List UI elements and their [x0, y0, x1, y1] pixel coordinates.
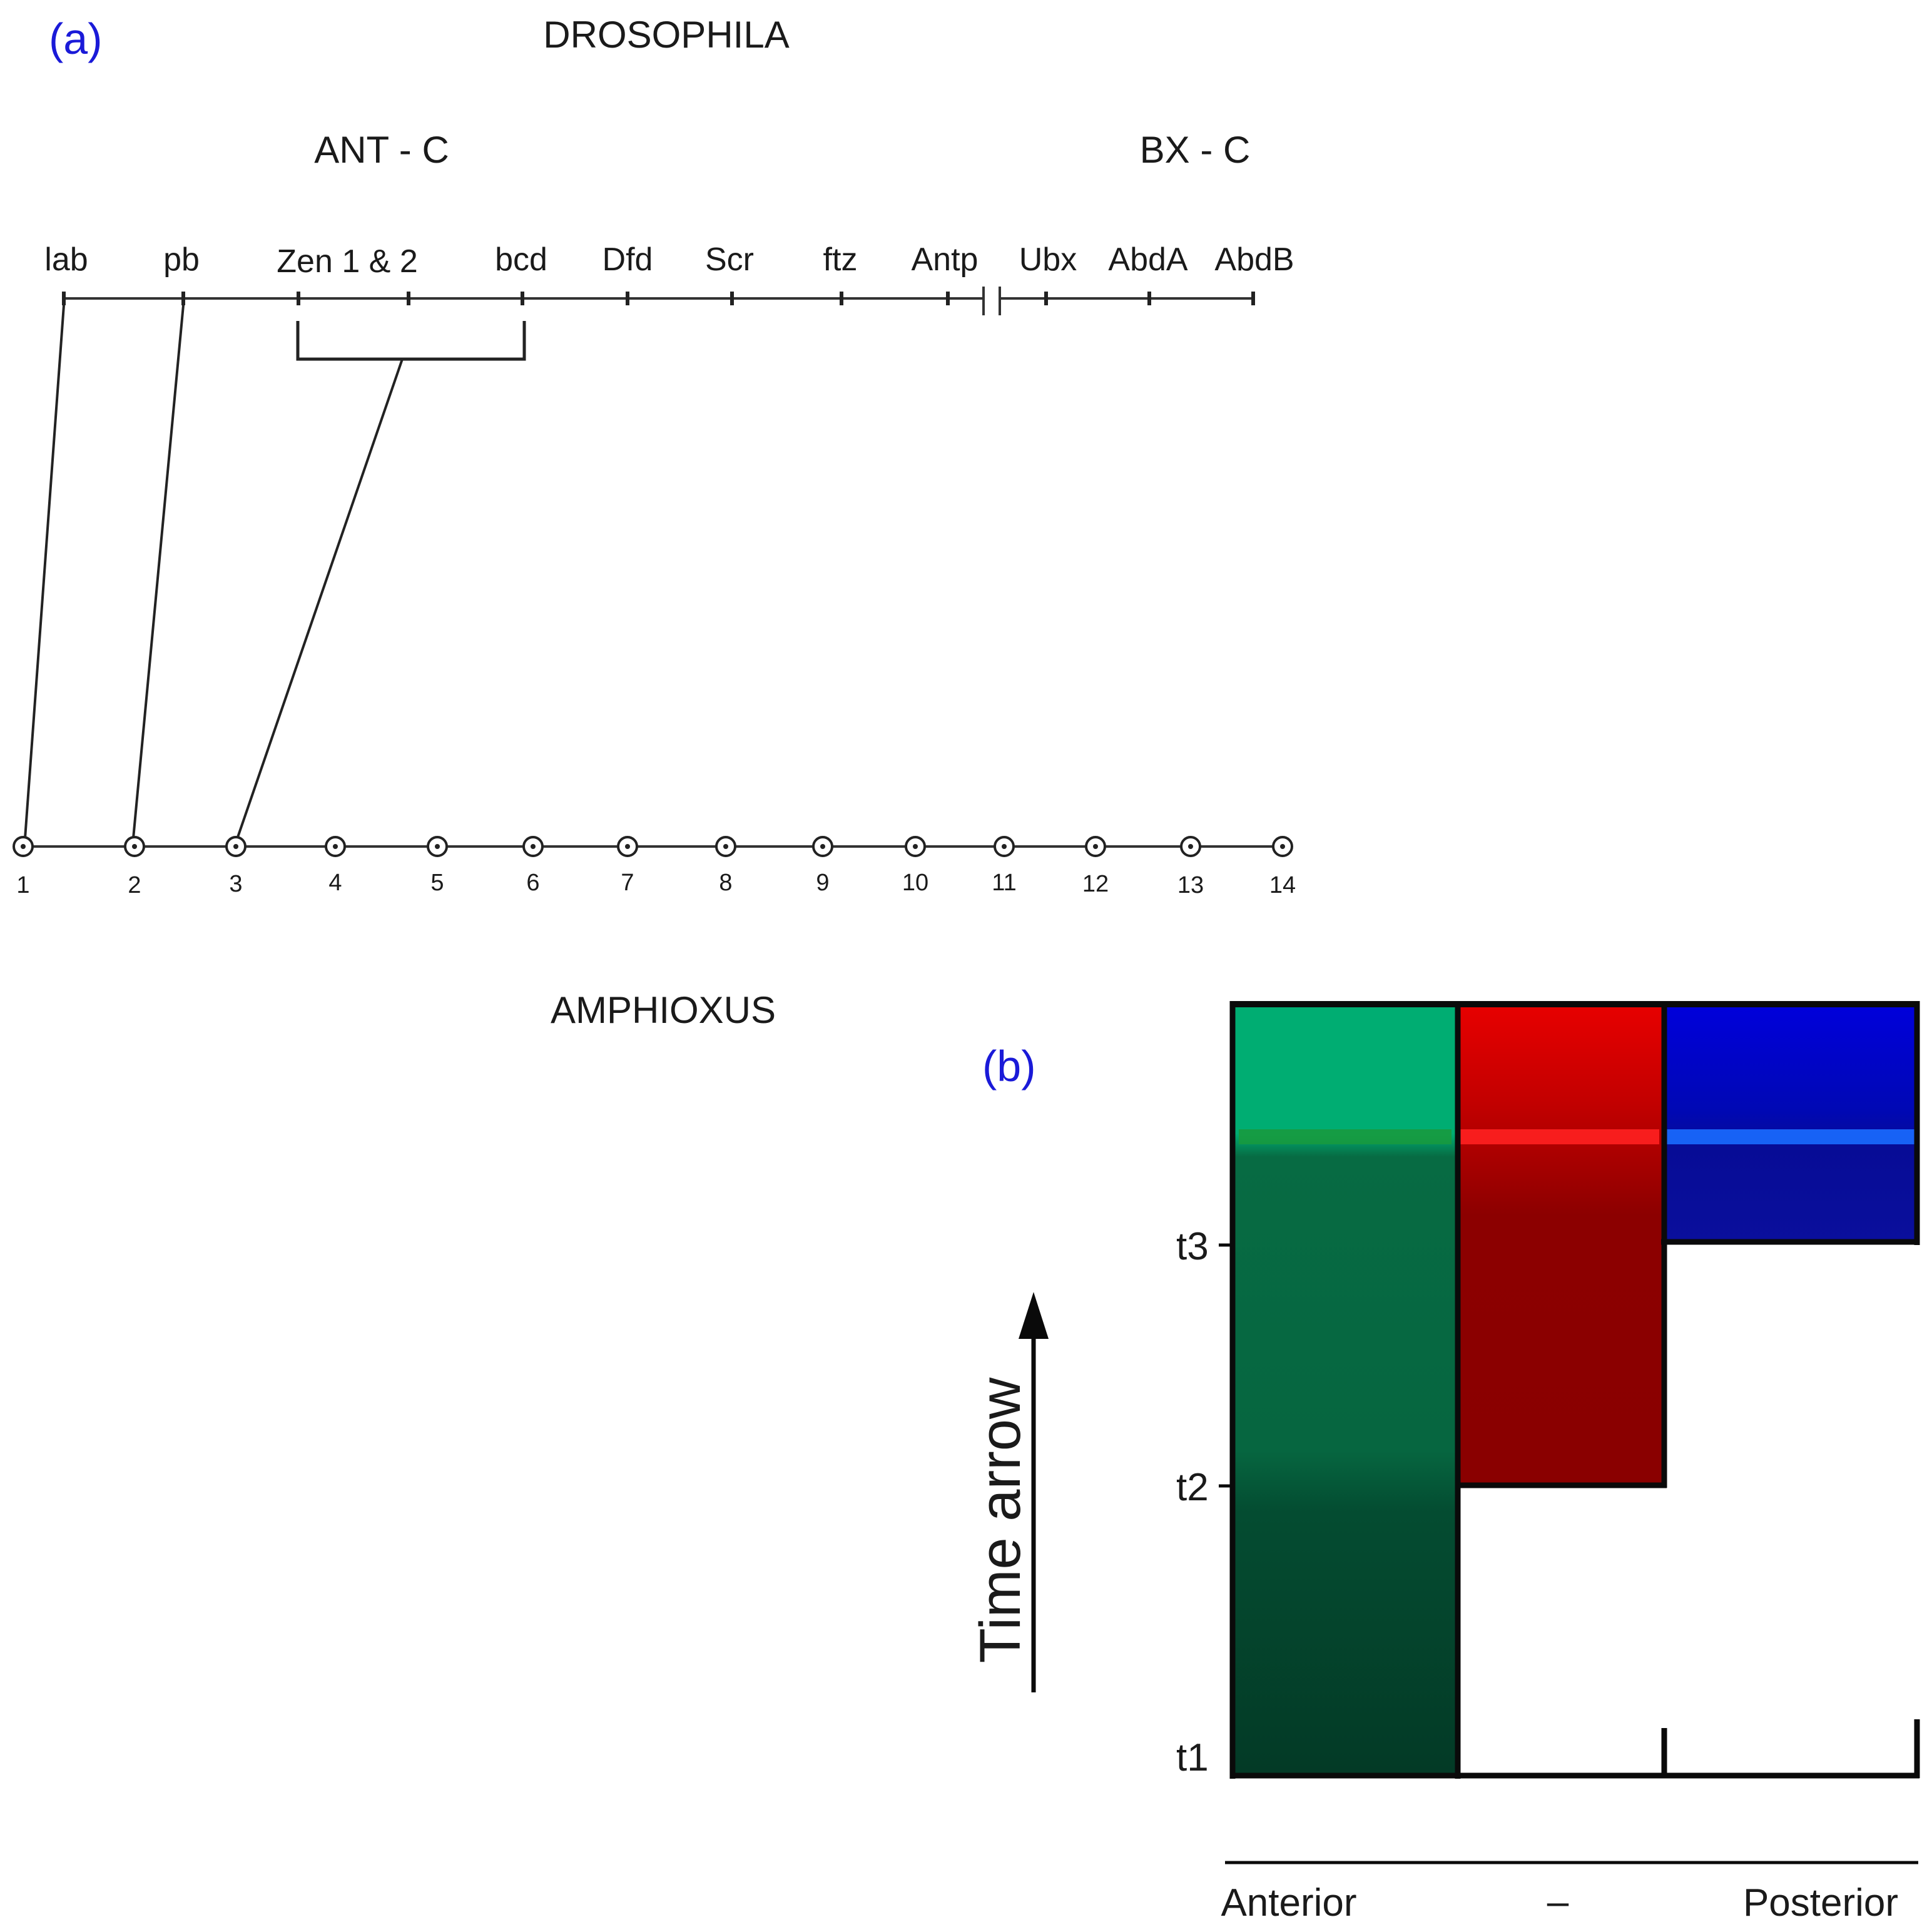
connector-lab-1 [24, 305, 65, 839]
num-9: 9 [816, 870, 829, 896]
connector-zenbcd-3 [236, 358, 404, 838]
time-arrow-head [1019, 1292, 1049, 1339]
bx-c-label: BX - C [1140, 129, 1251, 171]
ant-c-label: ANT - C [314, 129, 449, 171]
time-arrow [1019, 1292, 1049, 1692]
gene-abdb: AbdB [1214, 242, 1294, 278]
amphioxus-genes [13, 836, 1293, 857]
num-10: 10 [902, 870, 928, 896]
homology-connectors [24, 305, 404, 839]
anterior-domain [1234, 1002, 1457, 1775]
time-label-t2: t2 [1176, 1466, 1209, 1509]
num-7: 7 [621, 870, 634, 896]
gene-lab: lab [44, 242, 88, 278]
drosophila-ticks [62, 292, 1255, 305]
gene-abda: AbdA [1108, 242, 1188, 278]
top-border [1233, 1001, 1919, 1007]
time-label-t3: t3 [1176, 1225, 1209, 1268]
panel-b: (b) t3 t2 t1 [969, 1001, 1920, 1924]
gene-zen: Zen 1 & 2 [277, 243, 417, 280]
time-arrow-label: Time arrow [969, 1377, 1032, 1663]
drosophila-gene-labels: lab pb Zen 1 & 2 bcd Dfd Scr ftz Antp Ub… [44, 242, 1294, 280]
anterior-highlight [1239, 1129, 1452, 1144]
anterior-label: Anterior [1221, 1881, 1356, 1924]
amphioxus-gene-dots [21, 844, 1285, 849]
panel-a: (a) DROSOPHILA ANT - C BX - C lab [13, 14, 1296, 1031]
num-3: 3 [229, 871, 242, 897]
num-4: 4 [328, 870, 342, 896]
time-label-t1: t1 [1176, 1736, 1209, 1779]
amphioxus-title: AMPHIOXUS [551, 989, 776, 1031]
middle-highlight [1460, 1129, 1659, 1144]
gene-bcd: bcd [495, 242, 547, 278]
num-12: 12 [1082, 871, 1109, 897]
gene-dfd: Dfd [603, 242, 653, 278]
num-14: 14 [1269, 872, 1296, 898]
drosophila-gene-line [63, 287, 1255, 315]
num-5: 5 [430, 870, 444, 896]
gene-antp: Antp [912, 242, 979, 278]
num-2: 2 [128, 872, 141, 898]
middle-domain [1457, 1002, 1663, 1486]
time-ticks [1219, 1243, 1233, 1488]
domain-outlines [1229, 1001, 1920, 1779]
zen-bcd-bracket [296, 321, 526, 361]
num-8: 8 [719, 870, 732, 896]
num-6: 6 [526, 870, 539, 896]
gene-scr: Scr [705, 242, 754, 278]
num-11: 11 [992, 870, 1016, 896]
gene-ftz: ftz [823, 242, 858, 278]
gene-pb: pb [163, 242, 200, 278]
drosophila-title: DROSOPHILA [543, 14, 789, 56]
panel-a-label: (a) [49, 14, 103, 63]
posterior-label: Posterior [1743, 1881, 1898, 1924]
posterior-domain [1663, 1002, 1918, 1243]
ap-dash-label: – [1547, 1880, 1569, 1923]
posterior-highlight [1667, 1129, 1916, 1144]
gene-ubx: Ubx [1019, 242, 1077, 278]
connector-pb-2 [132, 305, 185, 839]
amphioxus-gene-numbers: 1 2 3 4 5 6 7 8 9 10 11 12 13 14 [16, 870, 1296, 898]
num-13: 13 [1177, 872, 1204, 898]
panel-b-label: (b) [982, 1042, 1036, 1091]
num-1: 1 [16, 872, 29, 898]
